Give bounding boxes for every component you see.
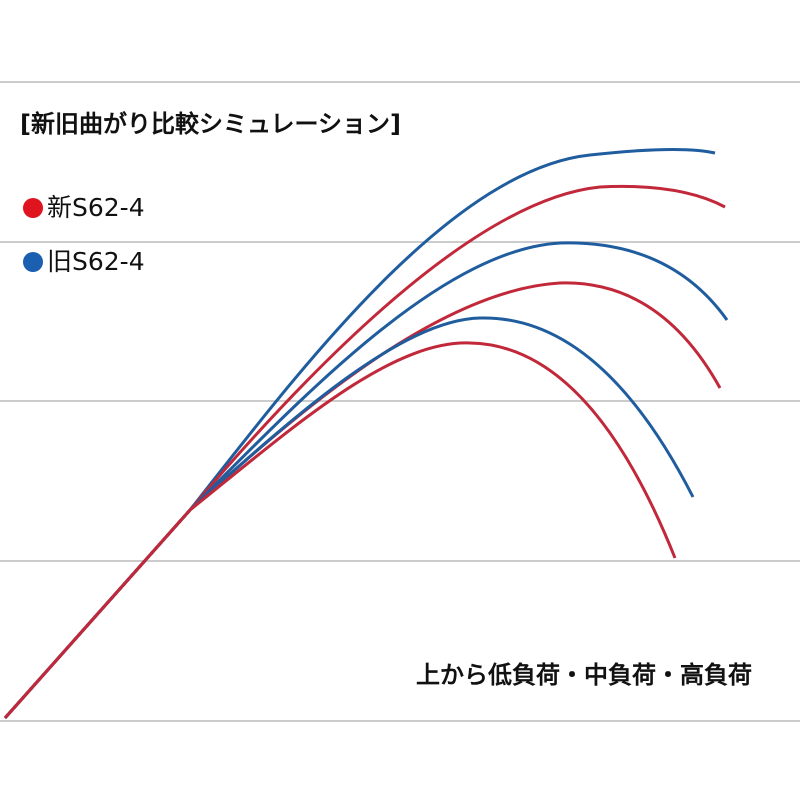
old-rod-curve [3,147,716,719]
legend-dot [23,252,43,272]
new-rod-curve [3,341,677,719]
legend-label: 旧S62-4 [47,247,145,276]
old-rod-curve [3,316,695,719]
new-rod-curve [3,184,726,719]
note: 上から低負荷・中負荷・高負荷 [416,661,752,689]
old-rod-curve [3,241,729,719]
legend-dot [23,198,43,218]
legend-label: 新S62-4 [47,193,145,222]
title: [新旧曲がり比較シミュレーション] [20,110,401,138]
